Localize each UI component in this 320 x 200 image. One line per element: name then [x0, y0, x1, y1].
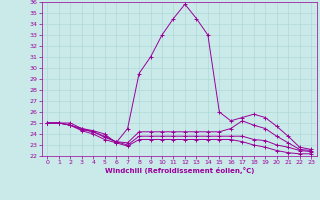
- X-axis label: Windchill (Refroidissement éolien,°C): Windchill (Refroidissement éolien,°C): [105, 167, 254, 174]
